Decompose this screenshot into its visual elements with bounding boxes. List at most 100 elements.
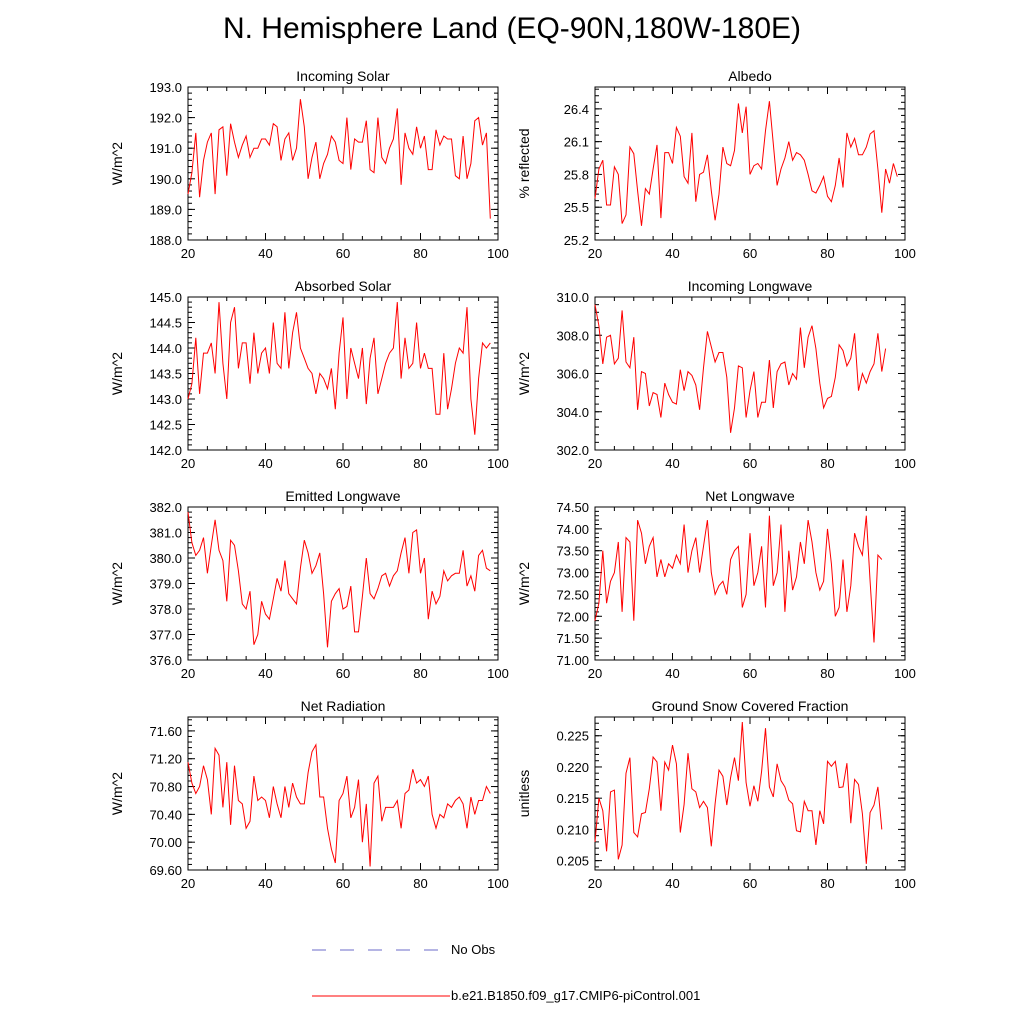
y-tick-label: 0.225 — [556, 729, 589, 744]
x-tick-label: 60 — [743, 246, 757, 261]
chart-title: Incoming Longwave — [688, 278, 813, 294]
y-axis-label: % reflected — [516, 128, 532, 198]
x-tick-label: 60 — [336, 876, 350, 891]
x-tick-label: 100 — [894, 246, 916, 261]
chart-title: Net Radiation — [301, 698, 386, 714]
chart-net-longwave: Net Longwave W/m^2 20 40 60 80 100 71.00 71.50 72… — [516, 488, 916, 681]
series-line — [187, 99, 491, 219]
y-tick-label: 69.60 — [149, 863, 182, 878]
x-tick-label: 60 — [743, 666, 757, 681]
legend-obs-label: No Obs — [451, 942, 496, 957]
chart-ground-snow-covered-fraction: Ground Snow Covered Fraction unitless 20 40… — [516, 698, 916, 891]
series-line — [594, 721, 883, 864]
y-tick-label: 26.1 — [564, 135, 589, 150]
y-tick-label: 71.00 — [556, 653, 589, 668]
y-axis-label: W/m^2 — [109, 352, 125, 395]
plot-frame — [187, 506, 499, 661]
y-tick-label: 71.50 — [556, 631, 589, 646]
chart-incoming-longwave: Incoming Longwave W/m^2 20 40 60 80 100 302.0 30… — [516, 278, 916, 471]
series-line — [187, 302, 491, 435]
x-tick-label: 60 — [743, 876, 757, 891]
x-tick-label: 80 — [413, 246, 427, 261]
x-tick-label: 60 — [336, 246, 350, 261]
x-tick-label: 20 — [181, 246, 195, 261]
x-tick-label: 20 — [588, 666, 602, 681]
y-tick-label: 143.0 — [149, 392, 182, 407]
y-axis-label: W/m^2 — [109, 562, 125, 605]
y-tick-label: 380.0 — [149, 551, 182, 566]
x-tick-label: 100 — [487, 246, 509, 261]
y-tick-label: 0.205 — [556, 854, 589, 869]
chart-title: Net Longwave — [705, 488, 795, 504]
x-tick-label: 100 — [894, 876, 916, 891]
y-tick-label: 142.5 — [149, 418, 182, 433]
x-tick-label: 100 — [487, 666, 509, 681]
x-tick-label: 100 — [894, 456, 916, 471]
chart-title: Incoming Solar — [296, 68, 390, 84]
y-tick-label: 25.5 — [564, 200, 589, 215]
chart-title: Absorbed Solar — [295, 278, 392, 294]
y-tick-label: 308.0 — [556, 328, 589, 343]
x-tick-label: 60 — [336, 666, 350, 681]
y-tick-label: 74.50 — [556, 500, 589, 515]
x-tick-label: 40 — [258, 666, 272, 681]
y-tick-label: 74.00 — [556, 522, 589, 537]
y-tick-label: 144.5 — [149, 316, 182, 331]
page-title: N. Hemisphere Land (EQ-90N,180W-180E) — [222, 12, 802, 45]
y-tick-label: 302.0 — [556, 443, 589, 458]
chart-net-radiation: Net Radiation W/m^2 20 40 60 80 100 69.60 70.00 7… — [109, 698, 509, 891]
x-tick-label: 60 — [336, 456, 350, 471]
x-tick-label: 40 — [665, 876, 679, 891]
y-tick-label: 144.0 — [149, 341, 182, 356]
y-tick-label: 188.0 — [149, 233, 182, 248]
x-tick-label: 20 — [181, 456, 195, 471]
y-tick-label: 25.2 — [564, 233, 589, 248]
series-line — [594, 101, 898, 226]
y-tick-label: 0.215 — [556, 791, 589, 806]
series-line — [594, 515, 883, 643]
x-tick-label: 40 — [258, 456, 272, 471]
x-tick-label: 20 — [588, 876, 602, 891]
chart-title: Albedo — [728, 68, 772, 84]
chart-title: Ground Snow Covered Fraction — [652, 698, 849, 714]
y-tick-label: 378.0 — [149, 602, 182, 617]
x-tick-label: 100 — [487, 876, 509, 891]
plot-frame — [594, 716, 906, 871]
y-tick-label: 191.0 — [149, 141, 182, 156]
series-line — [187, 743, 491, 867]
x-tick-label: 40 — [665, 456, 679, 471]
chart-incoming-solar: Incoming Solar W/m^2 20 40 60 80 100 188.0 189.0… — [109, 68, 509, 261]
chart-absorbed-solar: Absorbed Solar W/m^2 20 40 60 80 100 142.0 142.5… — [109, 278, 509, 471]
charts-grid: Incoming Solar W/m^2 20 40 60 80 100 188.0 189.0… — [109, 68, 916, 891]
x-tick-label: 40 — [665, 246, 679, 261]
series-line — [187, 512, 491, 648]
chart-albedo: Albedo % reflected 20 40 60 80 100 25.2 25.5 25.8… — [516, 68, 916, 261]
y-tick-label: 142.0 — [149, 443, 182, 458]
y-tick-label: 310.0 — [556, 290, 589, 305]
chart-title: Emitted Longwave — [285, 488, 400, 504]
x-tick-label: 80 — [820, 456, 834, 471]
x-tick-label: 60 — [743, 456, 757, 471]
legend-model-label: b.e21.B1850.f09_g17.CMIP6-piControl.001 — [451, 988, 701, 1003]
x-tick-label: 100 — [894, 666, 916, 681]
plot-frame — [594, 506, 906, 661]
x-tick-label: 100 — [487, 456, 509, 471]
y-tick-label: 377.0 — [149, 628, 182, 643]
x-tick-label: 80 — [413, 876, 427, 891]
x-tick-label: 20 — [181, 876, 195, 891]
y-tick-label: 25.8 — [564, 167, 589, 182]
y-tick-label: 306.0 — [556, 367, 589, 382]
x-tick-label: 80 — [820, 876, 834, 891]
y-axis-label: W/m^2 — [109, 772, 125, 815]
y-tick-label: 192.0 — [149, 111, 182, 126]
x-tick-label: 40 — [665, 666, 679, 681]
y-tick-label: 70.80 — [149, 780, 182, 795]
y-tick-label: 379.0 — [149, 577, 182, 592]
y-tick-label: 0.210 — [556, 822, 589, 837]
y-axis-label: W/m^2 — [516, 562, 532, 605]
y-tick-label: 145.0 — [149, 290, 182, 305]
y-tick-label: 382.0 — [149, 500, 182, 515]
x-tick-label: 40 — [258, 246, 272, 261]
y-tick-label: 26.4 — [564, 102, 589, 117]
x-tick-label: 80 — [413, 666, 427, 681]
